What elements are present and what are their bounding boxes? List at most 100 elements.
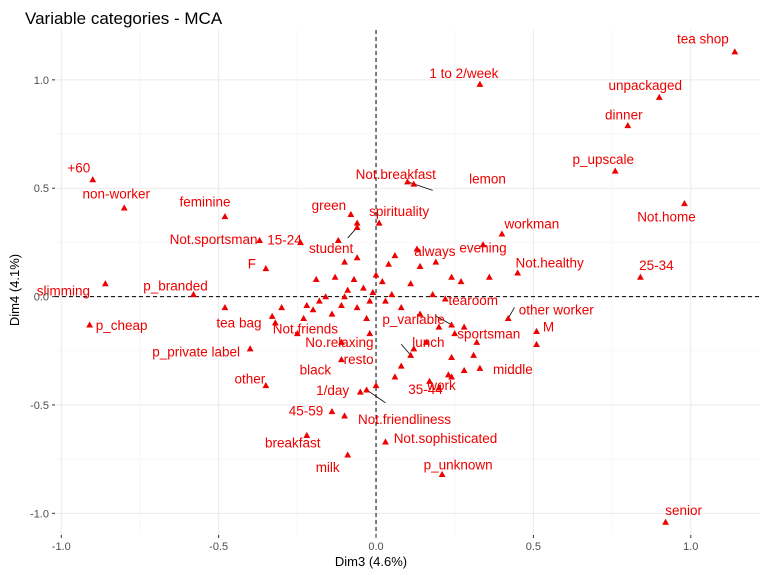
point-label: slimming xyxy=(37,284,90,299)
point-label: workman xyxy=(504,217,560,232)
category-point xyxy=(485,273,493,280)
category-point xyxy=(410,345,418,352)
category-point xyxy=(262,382,270,389)
category-point xyxy=(410,180,418,187)
point-labels: tea shop 1 to 2/week unpackaged dinner p_ups… xyxy=(37,32,729,518)
category-point xyxy=(353,254,361,261)
category-point xyxy=(86,321,94,328)
category-point xyxy=(309,306,317,313)
category-point xyxy=(391,373,399,380)
point-label: green xyxy=(312,198,347,213)
category-point xyxy=(89,176,97,183)
category-point xyxy=(441,295,449,302)
category-point xyxy=(369,288,377,295)
category-point xyxy=(353,219,361,226)
point-label: feminine xyxy=(179,194,230,209)
point-label: p_branded xyxy=(143,278,208,293)
category-point xyxy=(388,291,396,298)
point-label: M xyxy=(543,319,554,334)
category-point xyxy=(435,384,443,391)
category-point xyxy=(416,310,424,317)
point-label: black xyxy=(300,362,332,377)
category-point xyxy=(268,312,276,319)
category-point xyxy=(655,93,663,100)
point-label: F xyxy=(248,256,256,271)
point-label: Not.healthy xyxy=(516,256,585,271)
category-point xyxy=(328,310,336,317)
category-point xyxy=(681,199,688,207)
category-point xyxy=(479,241,487,248)
leader-line xyxy=(366,389,386,404)
category-point xyxy=(300,314,308,321)
category-point xyxy=(416,262,424,269)
category-point xyxy=(432,258,440,265)
point-label: 15-24 xyxy=(267,232,302,247)
point-label: Not.sportsman xyxy=(170,232,258,247)
leader-lines xyxy=(347,181,515,404)
category-point xyxy=(460,323,468,330)
x-tick-label: -1.0 xyxy=(52,541,71,553)
point-label: always xyxy=(414,244,456,259)
y-tick-label: -0.5 xyxy=(30,400,49,412)
category-point xyxy=(366,297,374,304)
category-point xyxy=(360,284,367,291)
category-point xyxy=(221,304,229,311)
leader-line xyxy=(407,181,433,191)
category-point xyxy=(451,330,459,337)
point-label: p_private label xyxy=(152,345,240,360)
category-point xyxy=(498,230,506,237)
category-point xyxy=(322,293,330,300)
category-point xyxy=(372,382,380,389)
point-label: other xyxy=(234,371,265,386)
category-point xyxy=(363,386,370,393)
point-label: Not.breakfast xyxy=(356,167,437,182)
point-label: sportsman xyxy=(457,326,520,341)
point-label: unpackaged xyxy=(608,78,682,93)
data-points xyxy=(86,48,739,525)
category-point xyxy=(504,314,512,321)
plot-panel xyxy=(55,30,760,535)
point-label: 35-44 xyxy=(408,382,443,397)
category-point xyxy=(363,314,370,321)
category-point xyxy=(438,470,446,478)
category-point xyxy=(404,178,411,185)
category-point xyxy=(448,353,455,360)
category-point xyxy=(293,330,301,337)
point-label: p_variable xyxy=(382,312,444,327)
category-point xyxy=(413,245,421,252)
category-point xyxy=(637,273,644,280)
category-point xyxy=(533,340,540,347)
category-point xyxy=(470,351,477,358)
category-point xyxy=(457,278,465,285)
x-tick-label: 0.0 xyxy=(368,541,383,553)
category-point xyxy=(297,239,304,246)
point-label: milk xyxy=(316,460,340,475)
category-point xyxy=(407,351,415,358)
category-point xyxy=(391,252,399,259)
point-label: student xyxy=(309,241,354,256)
x-tick-label: 0.5 xyxy=(526,541,541,553)
point-label: work xyxy=(426,378,456,393)
point-label: lemon xyxy=(469,172,506,187)
leader-line xyxy=(507,307,515,319)
category-point xyxy=(397,304,405,311)
category-point xyxy=(331,273,339,280)
chart-title: Variable categories - MCA xyxy=(25,9,223,28)
category-point xyxy=(422,338,430,345)
point-label: 1/day xyxy=(316,383,349,398)
point-label: p_cheap xyxy=(96,318,148,333)
category-point xyxy=(341,258,348,265)
point-label: breakfast xyxy=(265,435,321,450)
category-point xyxy=(303,431,311,439)
point-label: p_upscale xyxy=(572,152,634,167)
zero-reference-lines xyxy=(55,30,760,535)
leader-line xyxy=(435,315,452,326)
category-point xyxy=(328,408,336,415)
category-point xyxy=(353,223,361,230)
category-point xyxy=(101,280,109,287)
point-label: Not.friendliness xyxy=(358,412,451,427)
category-point xyxy=(429,291,437,298)
category-point xyxy=(341,293,348,300)
leader-line xyxy=(400,344,411,356)
category-point xyxy=(448,373,455,380)
